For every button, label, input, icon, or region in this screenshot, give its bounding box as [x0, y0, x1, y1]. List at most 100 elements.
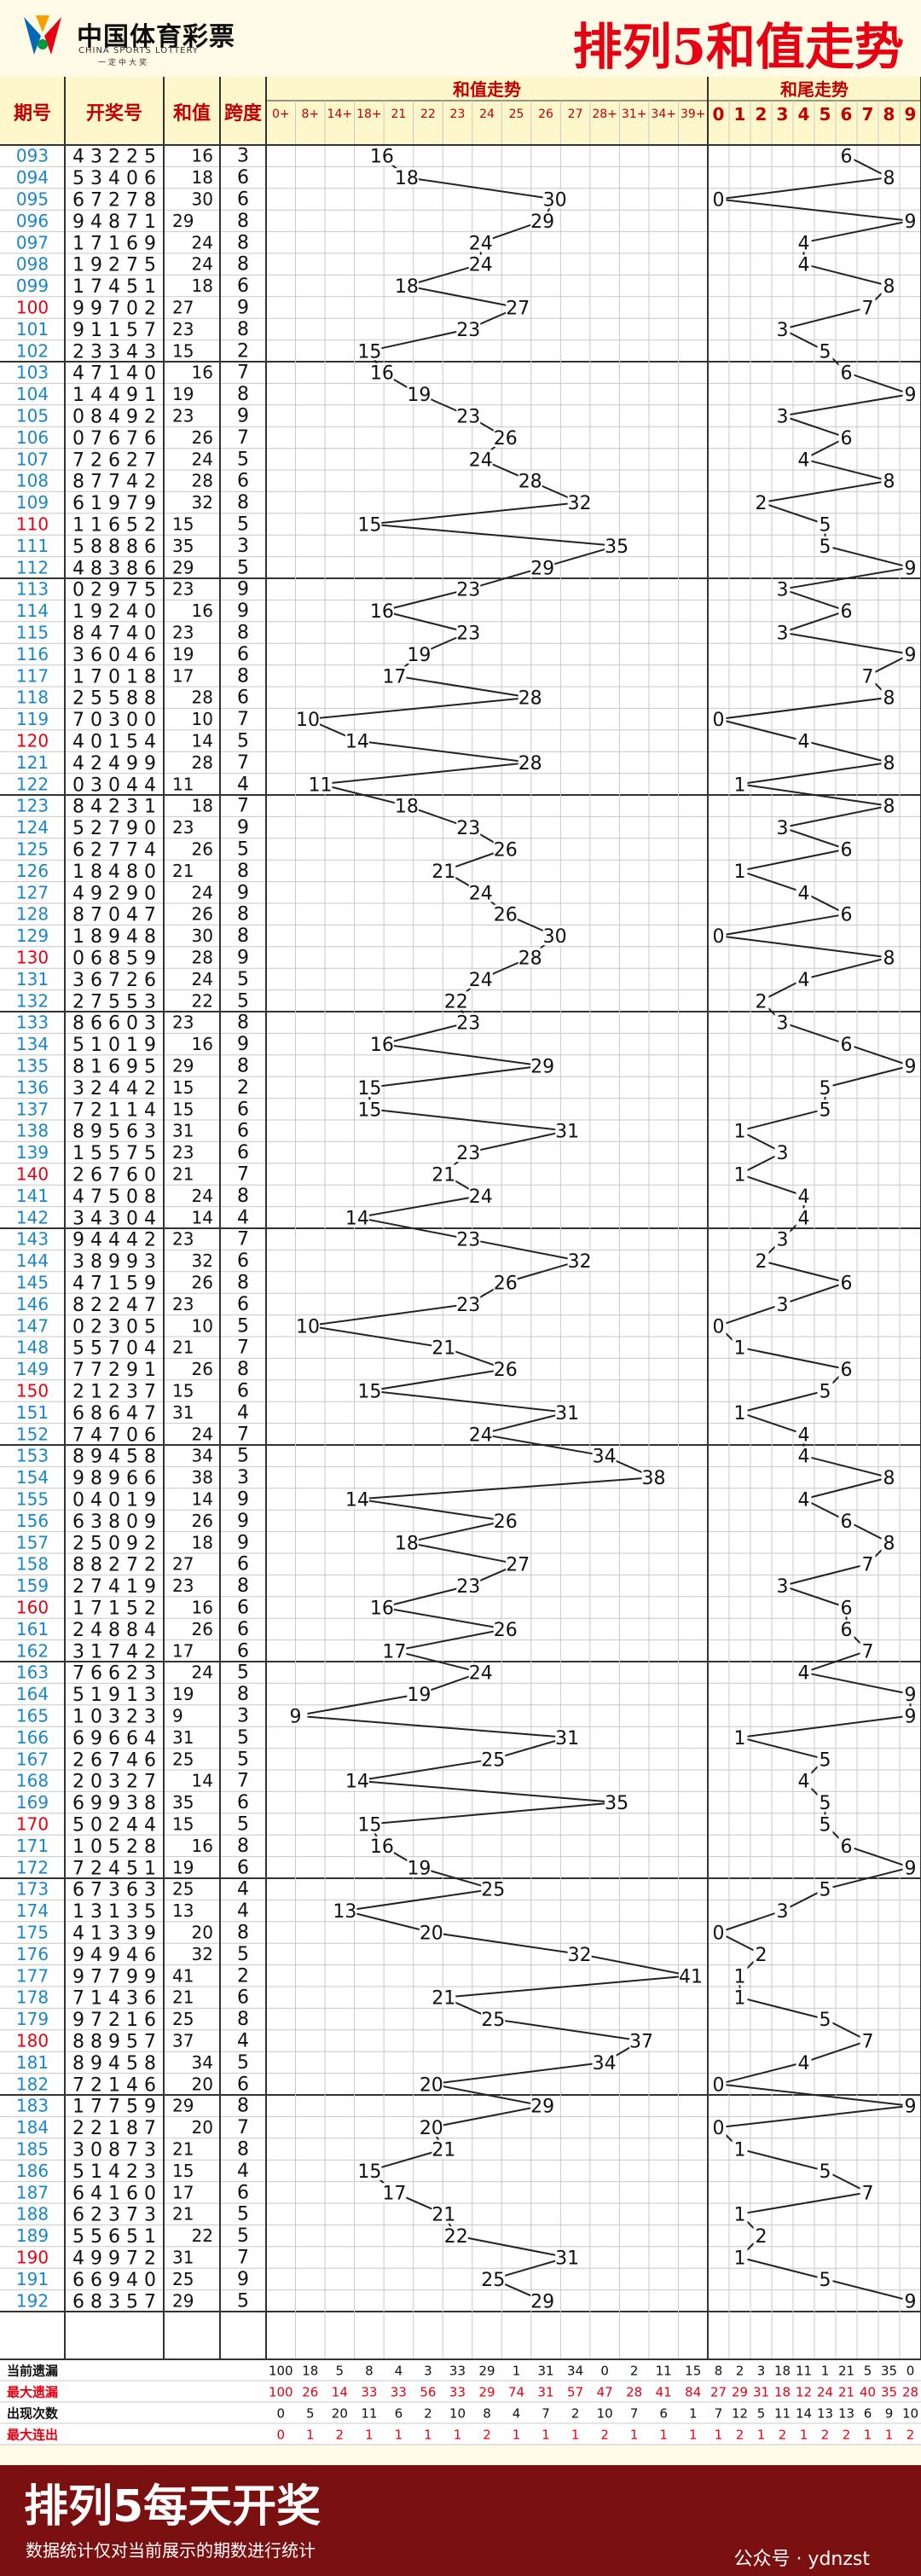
tail-point-bg: [817, 1814, 833, 1834]
sum-point-bg: [369, 363, 394, 382]
tail-trend-segment: [803, 1454, 889, 1479]
tail-point-bg: [817, 536, 833, 555]
number-cell: 8 6 6 0 3: [72, 1013, 156, 1035]
sum-point-bg: [357, 1814, 382, 1834]
sum-cell: 27: [172, 1554, 194, 1575]
issue-cell: 179: [16, 2009, 49, 2029]
sum-stat-value: 33: [449, 2385, 466, 2400]
tail-trend-segment: [782, 1021, 847, 1046]
span-cell: 3: [237, 1706, 249, 1727]
sum-trend-point: 35: [605, 537, 628, 558]
number-cell: 3 6 0 4 6: [72, 645, 156, 666]
sum-point-bg: [443, 991, 468, 1011]
span-cell: 6: [237, 688, 249, 709]
number-cell: 2 7 5 5 3: [72, 991, 156, 1012]
tail-trend-point: 9: [905, 2291, 917, 2312]
tail-point-bg: [860, 1641, 876, 1661]
sum-bin-label: 25: [509, 107, 524, 121]
sum-bin-label: 39+: [681, 107, 706, 121]
tail-point-bg: [774, 319, 791, 339]
sum-stat-value: 1: [630, 2428, 639, 2443]
span-cell: 4: [237, 2031, 249, 2052]
tail-point-bg: [838, 839, 854, 859]
tail-trend-point: 2: [756, 1251, 768, 1273]
tail-trend-point: 1: [734, 1122, 746, 1143]
tail-bin-label: 1: [734, 104, 746, 125]
sum-cell: 19: [172, 644, 194, 664]
sum-stat-value: 6: [395, 2406, 403, 2422]
tail-trend-segment: [782, 393, 911, 417]
sum-point-bg: [605, 1793, 629, 1813]
tail-trend-point: 6: [841, 1360, 853, 1381]
issue-cell: 101: [16, 319, 49, 339]
tail-point-bg: [902, 1685, 918, 1704]
sum-cell: 38: [192, 1467, 213, 1488]
tail-point-bg: [860, 2183, 876, 2202]
issue-cell: 127: [16, 882, 49, 902]
sum-bin-label: 0+: [272, 107, 290, 121]
sum-cell: 25: [172, 1749, 194, 1769]
sum-stat-value: 5: [336, 2364, 345, 2379]
sum-bin-label: 28+: [592, 107, 617, 121]
sum-trend-segment: [455, 2235, 568, 2259]
sum-stat-value: 20: [332, 2406, 348, 2422]
sum-stat-value: 0: [600, 2364, 609, 2379]
sum-point-bg: [394, 796, 419, 815]
sum-stat-value: 31: [538, 2385, 554, 2400]
sum-point-bg: [468, 450, 493, 469]
issue-cell: 145: [16, 1273, 49, 1293]
sum-stat-value: 11: [656, 2364, 672, 2379]
sum-cell: 29: [172, 557, 194, 577]
sum-trend-point: 24: [469, 255, 493, 276]
tail-point-bg: [817, 1381, 833, 1401]
sum-trend-point: 10: [296, 710, 320, 731]
span-cell: 7: [237, 1337, 249, 1359]
number-cell: 7 7 2 9 1: [72, 1360, 156, 1381]
span-cell: 7: [237, 363, 249, 384]
issue-cell: 146: [16, 1294, 49, 1314]
sum-trend-point: 30: [543, 190, 567, 212]
issue-cell: 099: [16, 276, 49, 296]
tail-point-bg: [774, 1576, 791, 1596]
sum-trend-point: 18: [395, 797, 419, 818]
span-cell: 5: [237, 990, 249, 1012]
sum-trend-point: 26: [494, 428, 518, 450]
number-cell: 5 5 6 5 1: [72, 2226, 156, 2248]
column-header-background: [0, 77, 921, 145]
tail-trend-point: 6: [841, 905, 853, 926]
span-cell: 4: [237, 774, 249, 795]
tail-trend-header: 和尾走势: [780, 79, 849, 100]
span-cell: 5: [237, 1727, 249, 1749]
tail-stat-value: 12: [796, 2385, 812, 2400]
sum-point-bg: [506, 1554, 530, 1574]
number-cell: 6 2 3 7 3: [72, 2205, 156, 2226]
tail-stat-value: 13: [817, 2406, 833, 2422]
sum-cell: 16: [192, 146, 213, 166]
tail-point-bg: [838, 427, 854, 447]
sum-cell: 24: [192, 232, 213, 252]
sum-trend-point: 14: [345, 732, 369, 753]
tail-trend-point: 5: [820, 341, 831, 363]
issue-cell: 191: [16, 2269, 49, 2289]
issue-cell: 148: [16, 1337, 49, 1358]
sum-stat-value: 1: [513, 2428, 521, 2443]
tail-point-bg: [902, 1858, 918, 1877]
number-cell: 6 7 3 6 3: [72, 1880, 156, 1901]
span-cell: 7: [237, 2248, 249, 2269]
tail-trend-point: 5: [820, 1880, 831, 1901]
tail-stat-value: 3: [757, 2364, 766, 2379]
tail-point-bg: [796, 969, 812, 989]
issue-cell: 177: [16, 1965, 49, 1986]
issue-cell: 133: [16, 1012, 49, 1033]
tail-point-bg: [817, 341, 833, 361]
sum-trend-segment: [356, 1758, 494, 1782]
tail-point-bg: [881, 948, 897, 967]
span-cell: 9: [237, 1511, 249, 1532]
sum-trend-point: 11: [308, 775, 332, 796]
number-cell: 2 0 3 2 7: [72, 1772, 156, 1793]
sum-trend-point: 32: [568, 1251, 592, 1273]
span-cell: 7: [237, 2117, 249, 2138]
sum-trend-segment: [356, 1477, 654, 1500]
sum-point-bg: [432, 2204, 456, 2224]
